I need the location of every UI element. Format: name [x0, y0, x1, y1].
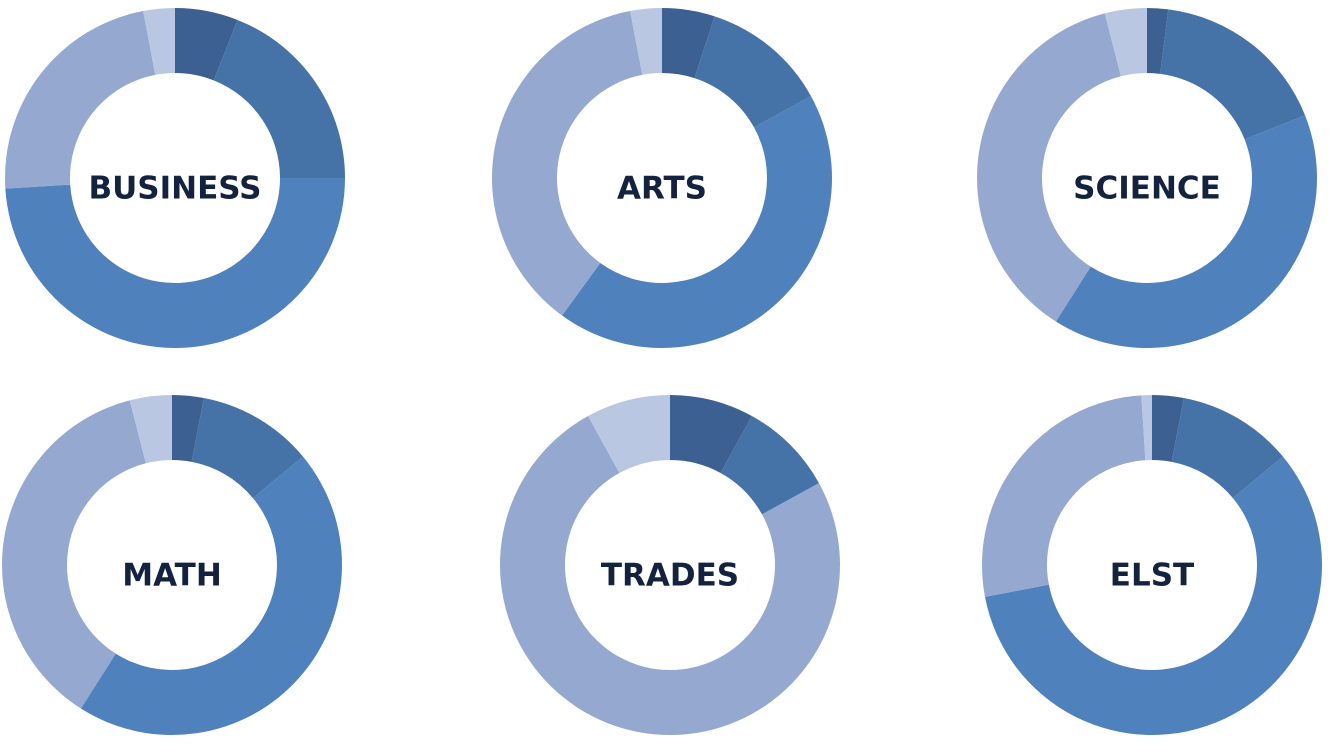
donut-segment — [4, 11, 156, 189]
donut-segment — [630, 8, 662, 75]
donut-label: BUSINESS — [88, 171, 261, 207]
donut-label: MATH — [122, 558, 222, 594]
donut-segment — [1, 400, 146, 709]
donut-segment — [175, 8, 238, 81]
donut-segment — [172, 395, 204, 462]
donut-label: ELST — [1110, 558, 1194, 594]
donut-chart: BUSINESS — [4, 8, 346, 348]
donut-segment — [1104, 8, 1147, 77]
donut-segment — [670, 395, 752, 473]
donut-segment — [5, 178, 346, 348]
donut-segment — [720, 416, 819, 515]
donut-segment — [1055, 115, 1317, 348]
donut-segment — [191, 398, 303, 499]
donut-chart: ELST — [982, 395, 1322, 735]
donut-segment — [492, 11, 643, 316]
donut-chart: MATH — [1, 395, 343, 736]
donut-segment — [694, 16, 811, 128]
donut-segment — [499, 416, 841, 736]
donut-segment — [213, 19, 345, 178]
donut-segment — [977, 13, 1121, 322]
donut-chart: SCIENCE — [977, 8, 1317, 348]
donut-segment — [562, 96, 833, 349]
donut-segment — [129, 395, 172, 464]
donut-segment — [143, 8, 175, 75]
donut-segment — [982, 395, 1146, 597]
donut-segment — [1147, 8, 1169, 74]
donut-segment — [1152, 395, 1184, 462]
donut-label: SCIENCE — [1073, 171, 1221, 207]
donut-segment — [662, 8, 715, 79]
donut-segment — [80, 456, 343, 736]
donut-label: TRADES — [601, 558, 739, 594]
donut-segment — [1141, 395, 1152, 461]
donut-chart: TRADES — [499, 395, 841, 736]
donut-chart: ARTS — [492, 8, 833, 349]
donut-label: ARTS — [617, 171, 707, 207]
donut-segment — [1160, 9, 1306, 140]
donut-segment — [1171, 398, 1283, 499]
donut-segment — [588, 395, 670, 473]
donut-segment — [985, 456, 1322, 735]
